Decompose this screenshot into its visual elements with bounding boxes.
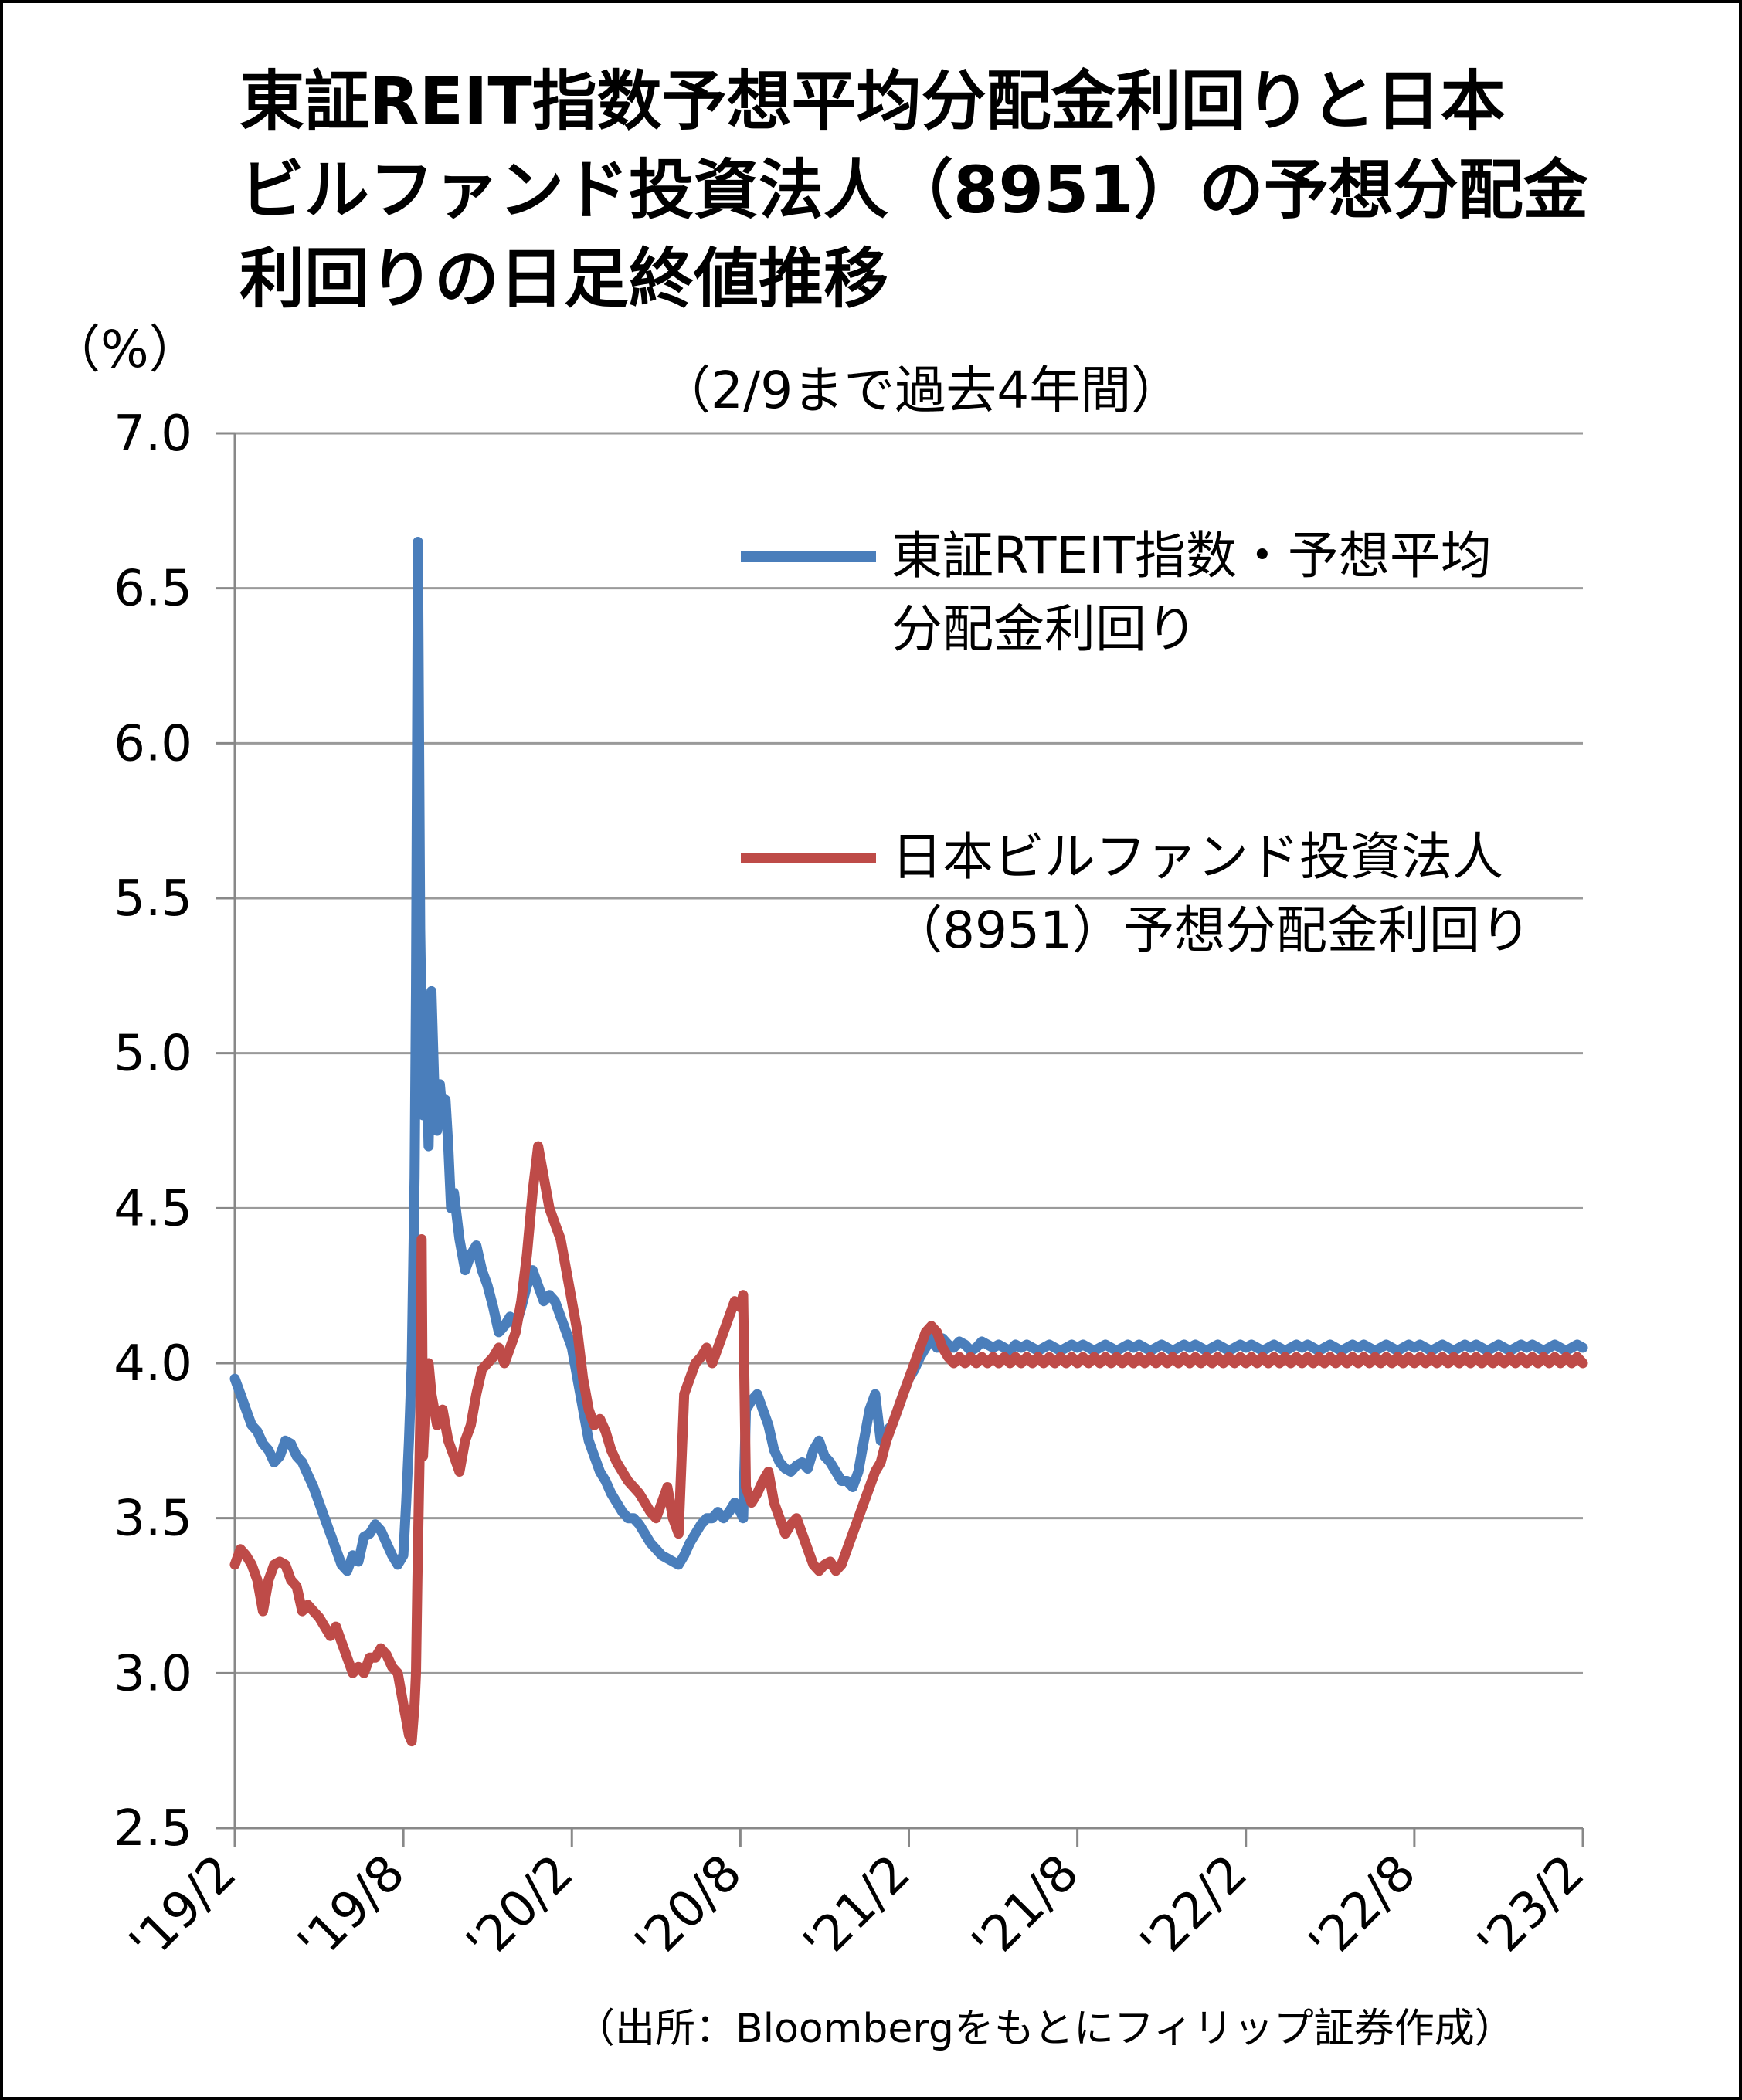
chart-title: 東証REIT指数予想平均分配金利回りと日本 ビルファンド投資法人（8951）の予… <box>239 57 1723 324</box>
legend-swatch-tse-reit <box>741 551 876 562</box>
series-line-nbf <box>229 1141 1588 1747</box>
x-tick-label: '21/8 <box>962 1844 1090 1973</box>
legend-label-nbf: 日本ビルファンド投資法人 （8951）予想分配金利回り <box>891 820 1531 967</box>
legend-label-tse-reit-line-1: 東証RTEIT指数・予想平均 <box>891 526 1492 585</box>
chart-title-line-1: 東証REIT指数予想平均分配金利回りと日本 <box>239 63 1506 139</box>
y-tick-label: 6.5 <box>114 561 192 618</box>
y-tick-label: 3.0 <box>114 1645 192 1702</box>
y-tick-label: 7.0 <box>114 405 192 463</box>
x-tick-label: '22/2 <box>1130 1844 1258 1973</box>
legend-label-nbf-line-2: （8951）予想分配金利回り <box>891 901 1531 960</box>
y-tick-label: 5.0 <box>114 1026 192 1083</box>
legend-swatch-nbf <box>741 853 876 863</box>
y-tick-label: 6.0 <box>114 715 192 772</box>
series-line-tse-reit <box>229 537 1588 1576</box>
x-tick-label: '20/8 <box>624 1844 752 1973</box>
chart-title-line-2: ビルファンド投資法人（8951）の予想分配金 <box>239 152 1588 228</box>
plot-area: 2.5 3.0 3.5 4.0 4.5 5.0 5.5 6.0 6.5 7.0 '19/2 '19/8… <box>114 405 1595 1973</box>
legend-label-nbf-line-1: 日本ビルファンド投資法人 <box>891 827 1503 887</box>
y-tick-label: 4.5 <box>114 1180 192 1237</box>
x-tick-label: '22/8 <box>1299 1844 1427 1973</box>
x-tick-label: '20/2 <box>456 1844 584 1973</box>
y-tick-label: 2.5 <box>114 1800 192 1857</box>
chart-title-line-3: 利回りの日足終値推移 <box>239 241 889 317</box>
legend-label-tse-reit-line-2: 分配金利回り <box>891 599 1197 659</box>
y-axis-unit-label: （%） <box>49 320 200 379</box>
x-tick-label: '23/2 <box>1467 1844 1595 1973</box>
source-note: （出所：Bloombergをもとにフィリップ証券作成） <box>575 2006 1515 2052</box>
legend-label-tse-reit: 東証RTEIT指数・予想平均 分配金利回り <box>891 519 1492 666</box>
x-tick-label: '21/2 <box>793 1844 921 1973</box>
x-tick-label: '19/8 <box>287 1844 416 1973</box>
y-tick-label: 4.0 <box>114 1335 192 1393</box>
y-tick-label: 5.5 <box>114 870 192 928</box>
y-tick-label: 3.5 <box>114 1491 192 1548</box>
chart-subtitle: （2/9まで過去4年間） <box>660 361 1183 420</box>
x-tick-label: '19/2 <box>119 1844 247 1973</box>
